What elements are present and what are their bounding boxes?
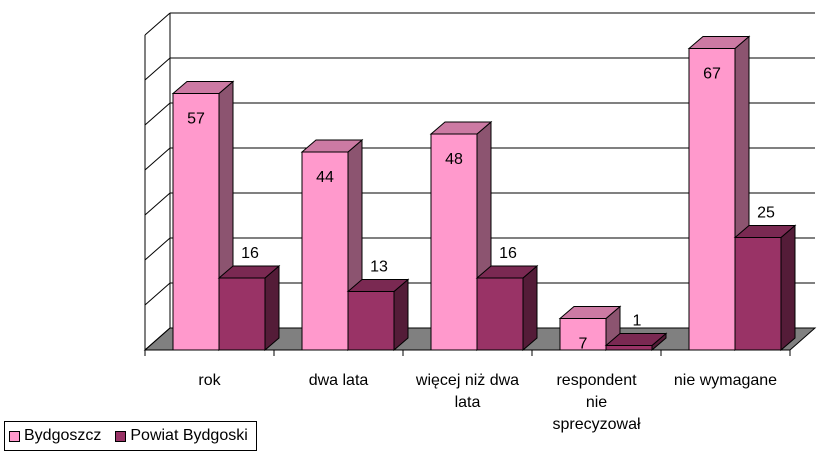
- x-tick-label: dwa lata: [308, 372, 369, 389]
- grid-line-side: [144, 102, 171, 126]
- bar: [733, 224, 797, 352]
- grid-line-side: [144, 192, 171, 216]
- bar-top: [687, 36, 751, 49]
- bar: [346, 278, 410, 352]
- grid-line-side: [144, 12, 171, 36]
- data-label: 44: [316, 169, 334, 186]
- x-tick-label: nie wymagane: [673, 372, 778, 389]
- bar-top: [604, 333, 668, 346]
- grid-line-side: [144, 147, 171, 171]
- data-label: 57: [187, 111, 205, 128]
- legend-swatch: [115, 430, 127, 442]
- grid-line-side: [144, 282, 171, 306]
- bar: [217, 264, 281, 352]
- legend-item: Bydgoszcz: [9, 427, 101, 445]
- data-label: 16: [499, 245, 517, 262]
- data-label: 16: [241, 245, 259, 262]
- bar-top: [217, 265, 281, 279]
- bar-top: [733, 225, 797, 238]
- bar-top: [300, 139, 364, 153]
- bar-front: [172, 93, 220, 351]
- data-label: 25: [757, 205, 775, 222]
- data-label: 48: [445, 151, 463, 168]
- grid-line-side: [144, 327, 171, 351]
- bar-top: [429, 121, 493, 135]
- bar: [475, 264, 539, 352]
- bar-front: [218, 277, 266, 351]
- bar-front: [476, 277, 524, 351]
- data-label: 7: [579, 336, 588, 353]
- x-tick-label: rok: [198, 372, 221, 389]
- bar-front: [430, 133, 478, 351]
- bar-front: [605, 345, 653, 351]
- legend-swatch: [9, 430, 20, 442]
- bar-front: [301, 151, 349, 351]
- data-label: 13: [370, 259, 388, 276]
- bar-top: [171, 81, 235, 94]
- x-tick-label: respondent nie sprecyzował: [552, 372, 641, 433]
- grid-line-side: [144, 237, 171, 261]
- bar-side: [264, 264, 280, 352]
- bar-top: [346, 279, 410, 292]
- legend-item: Powiat Bydgoski: [115, 427, 248, 445]
- bar-front: [688, 48, 736, 351]
- legend: Bydgoszcz Powiat Bydgoski: [4, 421, 257, 451]
- data-label: 67: [703, 66, 721, 83]
- bar-front: [734, 237, 782, 351]
- bar-top: [558, 306, 622, 319]
- bar: [300, 138, 364, 352]
- grid-line-side: [144, 57, 171, 81]
- bar-front: [347, 291, 395, 351]
- x-tick-label: więcej niż dwa lata: [415, 372, 520, 411]
- legend-label: Powiat Bydgoski: [130, 427, 248, 444]
- bar: [604, 332, 668, 352]
- data-label: 1: [633, 313, 642, 330]
- bar-top: [475, 265, 539, 279]
- legend-label: Bydgoszcz: [24, 427, 102, 444]
- bar-side: [780, 224, 796, 352]
- bar-side: [522, 264, 538, 352]
